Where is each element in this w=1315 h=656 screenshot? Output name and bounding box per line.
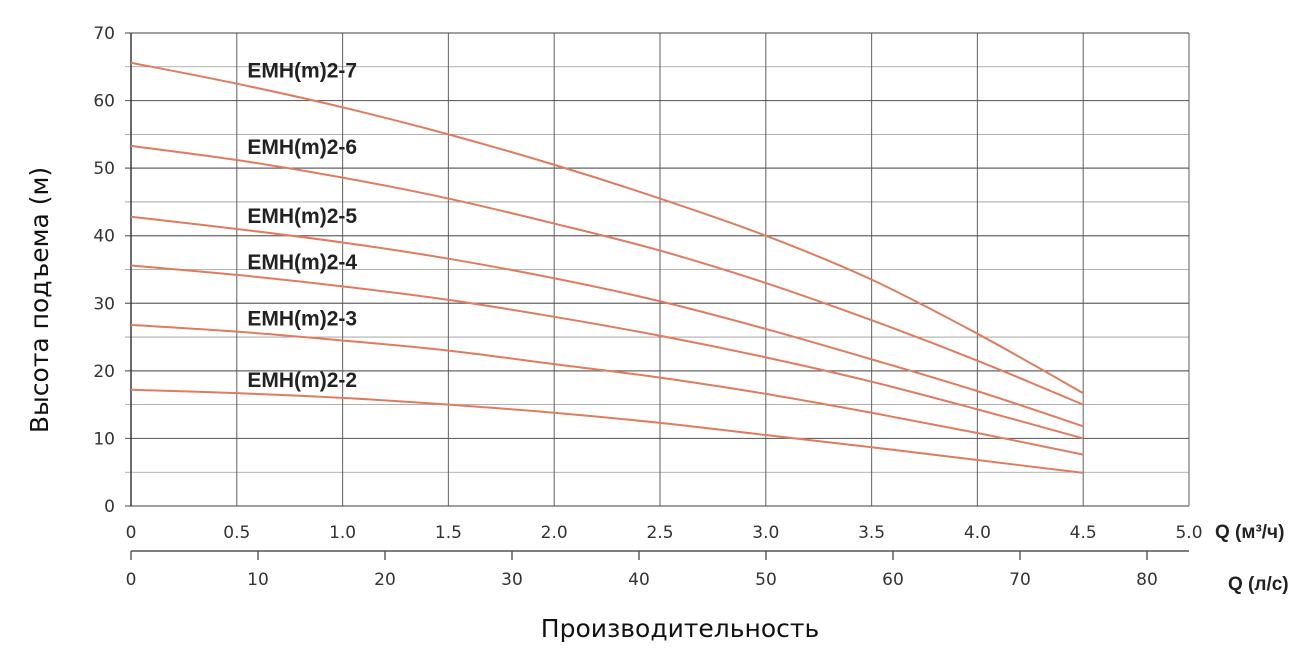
x2-tick-label: 30 bbox=[501, 570, 523, 590]
y-tick-label: 10 bbox=[93, 429, 115, 449]
series-line bbox=[130, 388, 1084, 474]
series-label: EMH(m)2-6 bbox=[247, 136, 357, 159]
x-tick-label: 1.0 bbox=[329, 523, 356, 543]
x-tick-label: 2.0 bbox=[541, 523, 568, 543]
tick-labels: 0 10 20 30 40 50 60 70 0 0.5 1.0 1.5 2.0 2.5 3.0 3.5 4.0… bbox=[93, 24, 1202, 590]
series-line bbox=[130, 61, 1084, 395]
x-tick-label: 4.0 bbox=[964, 523, 991, 543]
series-line bbox=[130, 323, 1084, 456]
series-label: EMH(m)2-4 bbox=[247, 251, 357, 274]
x2-tick-label: 70 bbox=[1009, 570, 1031, 590]
x-tick-label: 1.5 bbox=[435, 523, 462, 543]
x2-tick-label: 50 bbox=[755, 570, 777, 590]
y-tick-label: 60 bbox=[93, 92, 115, 112]
y-tick-label: 40 bbox=[93, 227, 115, 247]
y-tick-label: 20 bbox=[93, 362, 115, 382]
x-tick-label: 4.5 bbox=[1070, 523, 1097, 543]
series-line bbox=[130, 144, 1084, 406]
x2-unit-label: Q (л/с) bbox=[1228, 574, 1289, 595]
x2-tick-label: 20 bbox=[374, 570, 396, 590]
y-tick-label: 70 bbox=[93, 24, 115, 44]
series-line bbox=[130, 264, 1084, 440]
y-tick-label: 30 bbox=[93, 294, 115, 314]
x2-tick-label: 40 bbox=[628, 570, 650, 590]
x2-tick-label: 60 bbox=[882, 570, 904, 590]
y-tick-label: 50 bbox=[93, 159, 115, 179]
curves bbox=[130, 61, 1084, 474]
x2-tick-label: 10 bbox=[247, 570, 269, 590]
series-label: EMH(m)2-7 bbox=[247, 60, 357, 83]
series-label: EMH(m)2-5 bbox=[247, 205, 357, 228]
grid bbox=[125, 32, 1190, 560]
x-tick-label: 0.5 bbox=[223, 523, 250, 543]
x2-tick-label: 80 bbox=[1136, 570, 1158, 590]
x-unit-label: Q (м³/ч) bbox=[1215, 522, 1284, 543]
series-labels: EMH(m)2-7 EMH(m)2-6 EMH(m)2-5 EMH(m)2-4 EMH(… bbox=[247, 60, 357, 392]
y-axis-title: Высота подъема (м) bbox=[25, 167, 54, 433]
x-axis-title: Производительность bbox=[541, 614, 819, 643]
x-tick-label: 5.0 bbox=[1175, 523, 1202, 543]
series-label: EMH(m)2-3 bbox=[247, 308, 357, 331]
series-label: EMH(m)2-2 bbox=[247, 369, 357, 392]
y-tick-label: 0 bbox=[104, 497, 115, 517]
x-tick-label: 2.5 bbox=[646, 523, 673, 543]
x-tick-label: 0 bbox=[126, 523, 137, 543]
x-tick-label: 3.0 bbox=[752, 523, 779, 543]
x-tick-label: 3.5 bbox=[858, 523, 885, 543]
x2-tick-label: 0 bbox=[126, 570, 137, 590]
series-line bbox=[130, 215, 1084, 428]
